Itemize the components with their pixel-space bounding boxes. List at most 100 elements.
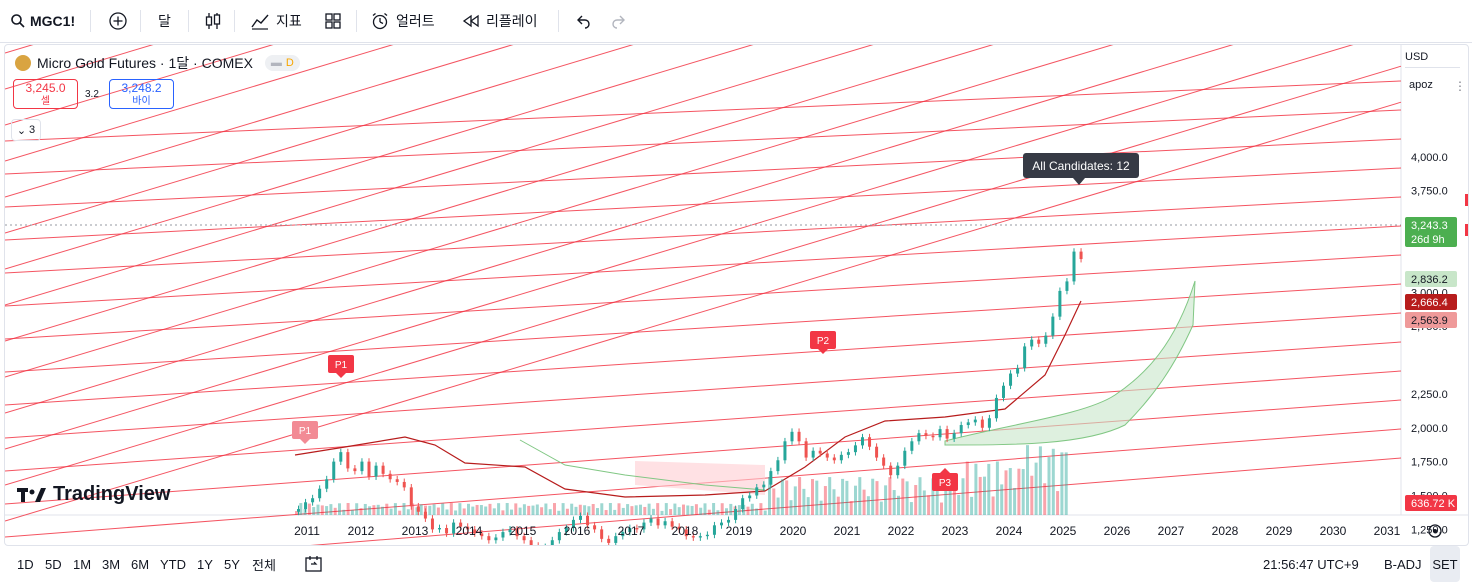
candle-body <box>684 529 688 537</box>
timeframe-5d[interactable]: 5D <box>45 556 62 572</box>
indicators-button[interactable]: 지표 <box>250 0 302 42</box>
candle-body <box>402 481 406 488</box>
layouts-button[interactable] <box>324 0 342 42</box>
volume-bar <box>836 496 840 515</box>
trend-line <box>5 45 634 234</box>
chart-pane[interactable]: 4,000.03,750.03,500.03,000.02,750.02,250… <box>4 44 1469 546</box>
candle-body <box>853 445 857 453</box>
buy-button[interactable]: 3,248.2 바이 <box>109 79 174 109</box>
date-range-button[interactable] <box>304 546 324 582</box>
timeframe-ytd[interactable]: YTD <box>160 556 186 572</box>
price-tick-label: 1,750.0 <box>1411 457 1448 469</box>
scale-mode-selector[interactable]: apoz <box>1409 79 1433 91</box>
time-axis-label: 2021 <box>834 524 861 538</box>
candle-body <box>966 422 970 426</box>
session-toggle[interactable]: SET <box>1430 546 1460 582</box>
candle-body <box>896 465 900 476</box>
volume-bar <box>484 506 488 515</box>
alert-button[interactable]: 얼러트 <box>370 0 435 42</box>
candle-body <box>1009 373 1013 386</box>
chart-type-button[interactable] <box>203 0 223 42</box>
grid-icon <box>325 13 341 29</box>
trend-line <box>5 65 1402 486</box>
gear-icon-center <box>1433 529 1437 533</box>
gear-icon[interactable] <box>1428 524 1442 538</box>
time-axis-label: 2014 <box>456 524 483 538</box>
candle-body <box>663 521 667 526</box>
candle-body <box>705 534 709 537</box>
volume-bar <box>475 504 479 515</box>
volume-bar <box>540 507 544 515</box>
time-axis-label: 2030 <box>1320 524 1347 538</box>
volume-bar <box>690 505 694 515</box>
trend-line <box>5 225 1402 307</box>
volume-bar <box>630 506 634 515</box>
data-status-badge[interactable]: ▬ D <box>264 55 300 71</box>
sell-price: 3,245.0 <box>25 81 66 95</box>
volume-bar <box>948 477 952 515</box>
volume-bar <box>780 479 784 515</box>
adjustment-toggle[interactable]: B-ADJ <box>1384 556 1422 572</box>
volume-bar <box>849 501 853 515</box>
trend-line <box>5 341 1402 439</box>
volume-bar <box>1034 462 1038 515</box>
timeframe-전체[interactable]: 전체 <box>252 557 276 573</box>
volume-bar <box>742 504 746 515</box>
currency-selector[interactable]: USD <box>1405 51 1429 63</box>
candle-body <box>1030 339 1034 347</box>
candle-body <box>839 454 843 461</box>
candle-body <box>1065 281 1069 291</box>
symbol-search-button[interactable]: MGC1! <box>10 0 75 42</box>
chevron-down-icon: ⌄ <box>16 124 27 137</box>
price-label-box <box>1405 312 1457 328</box>
volume-bar <box>909 502 913 515</box>
undo-button[interactable] <box>574 0 592 42</box>
candle-body <box>642 522 646 530</box>
volume-bar <box>454 510 458 515</box>
volume-bar <box>604 510 608 515</box>
candle-body <box>889 465 893 476</box>
indicators-label: 지표 <box>276 13 302 29</box>
volume-bar <box>841 478 845 515</box>
volume-bar <box>991 496 995 515</box>
pivot-marker-p3 <box>932 473 958 491</box>
timeframe-5y[interactable]: 5Y <box>224 556 240 572</box>
candle-body <box>1051 316 1055 336</box>
candle-body <box>677 526 681 530</box>
volume-bar <box>355 503 359 515</box>
volume-bar <box>664 503 668 515</box>
volume-bar <box>1000 484 1004 515</box>
replay-button[interactable]: 리플레이 <box>462 0 538 42</box>
volume-bar <box>854 485 857 515</box>
volume-bar <box>686 505 690 515</box>
volume-bar <box>806 497 810 515</box>
interval-button[interactable]: 달 <box>158 13 171 29</box>
legend-title: Micro Gold Futures · 1달 · COMEX <box>37 55 253 71</box>
sell-button[interactable]: 3,245.0 셀 <box>13 79 78 109</box>
candle-body <box>952 433 956 439</box>
timeframe-3m[interactable]: 3M <box>102 556 121 572</box>
timeframe-1m[interactable]: 1M <box>73 556 92 572</box>
volume-bar <box>1043 483 1047 515</box>
timeframe-1d[interactable]: 1D <box>17 556 34 572</box>
volume-bar <box>862 489 866 515</box>
candle-body <box>367 461 371 477</box>
volume-bar <box>299 503 303 515</box>
clock-timezone[interactable]: 21:56:47 UTC+9 <box>1263 556 1359 572</box>
price-label-countdown: 26d 9h <box>1411 234 1445 246</box>
timeframe-6m[interactable]: 6M <box>131 556 150 572</box>
candle-body <box>304 502 308 510</box>
trend-line <box>5 370 1402 472</box>
volume-bar <box>995 461 999 515</box>
price-chart-canvas[interactable]: 4,000.03,750.03,500.03,000.02,750.02,250… <box>5 45 1468 545</box>
volume-bar <box>703 503 707 515</box>
trend-line <box>5 45 34 54</box>
redo-button[interactable] <box>610 0 628 42</box>
legend-collapse-button[interactable]: ⌄ 3 <box>11 119 41 141</box>
timeframe-1y[interactable]: 1Y <box>197 556 213 572</box>
compare-symbol-button[interactable] <box>108 0 128 42</box>
volume-bar <box>897 495 900 515</box>
volume-bar <box>755 508 759 515</box>
volume-bar <box>372 505 376 515</box>
scale-menu-icon[interactable]: ⋮ <box>1454 79 1466 93</box>
